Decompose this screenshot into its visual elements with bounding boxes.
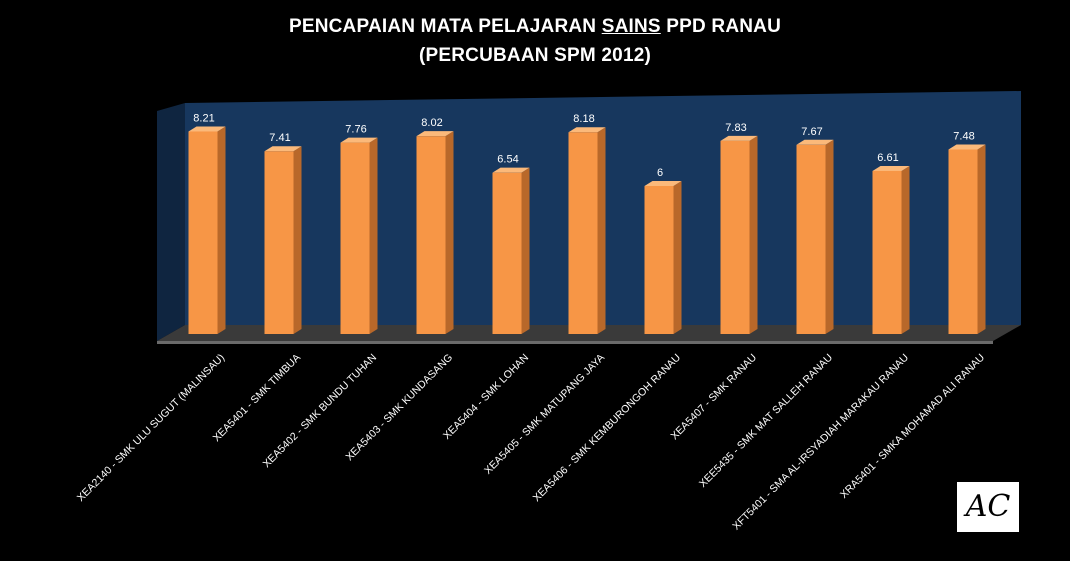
bar-top [948, 144, 986, 150]
bar [492, 167, 530, 334]
value-label: 7.83 [725, 122, 746, 134]
bar-front [492, 172, 522, 334]
floor-edge [157, 341, 993, 344]
bar-side [597, 127, 606, 334]
chart-bars [188, 126, 986, 334]
side-wall [157, 103, 185, 341]
bar [720, 135, 758, 334]
category-label: XRA5401 - SMKA MOHAMAD ALI RANAU [838, 352, 987, 501]
category-label: XEA5404 - SMK LOHAN [441, 352, 531, 442]
bar-front [416, 136, 446, 334]
bar-front [264, 151, 294, 334]
bar [644, 181, 682, 334]
title-part-after: PPD RANAU [660, 16, 782, 37]
bar [264, 146, 302, 334]
value-label: 7.67 [801, 126, 822, 138]
title-part-subject: SAINS [601, 16, 661, 37]
category-label: XEA5407 - SMK RANAU [669, 352, 760, 443]
chart-category-labels: XEA2140 - SMK ULU SUGUT (MALINSAU)XEA540… [75, 352, 987, 533]
chart-title-line1: PENCAPAIAN MATA PELAJARAN SAINS PPD RANA… [0, 16, 1070, 38]
bar-side [217, 126, 226, 334]
category-label: XEA5406 - SMK KEMBURONGOH RANAU [531, 352, 683, 504]
category-label: XEE5435 - SMK MAT SALLEH RANAU [697, 352, 835, 490]
value-label: 8.21 [193, 112, 214, 124]
bar-front [720, 140, 750, 334]
chart-title-line2: (PERCUBAAN SPM 2012) [418, 45, 652, 66]
bar [568, 127, 606, 334]
bar-front [568, 132, 598, 334]
value-label: 7.41 [269, 132, 290, 144]
bar-top [416, 131, 454, 137]
bar [340, 137, 378, 334]
value-label: 8.02 [421, 117, 442, 129]
ac-logo: AC [957, 482, 1019, 532]
bar-front [340, 142, 370, 334]
bar-side [977, 144, 986, 334]
bar [796, 139, 834, 334]
value-label: 7.76 [345, 124, 366, 136]
bar-top [720, 135, 758, 141]
category-label: XFT5401 - SMA AL-IRSYADIAH MARAKAU RANAU [730, 352, 911, 533]
bar-front [796, 144, 826, 334]
bar-front [948, 149, 978, 334]
bar-front [872, 170, 902, 334]
bar-top [188, 126, 226, 132]
chart-value-labels: 8.21 7.41 7.76 8.02 6.54 8.18 6 7.83 7.67 6.61 7.4… [193, 112, 974, 179]
bar [416, 131, 454, 334]
bar-side [673, 181, 682, 334]
bar-top [872, 165, 910, 171]
category-label: XEA2140 - SMK ULU SUGUT (MALINSAU) [75, 352, 227, 504]
title-part-before: PENCAPAIAN MATA PELAJARAN [288, 16, 602, 37]
bar [188, 126, 226, 334]
category-label: XEA5405 - SMK MATUPANG JAYA [482, 352, 607, 477]
bar-side [521, 167, 530, 334]
value-label: 6 [657, 167, 663, 179]
value-label: 8.18 [573, 113, 594, 125]
bar-top [644, 181, 682, 186]
bar-side [293, 146, 302, 334]
bar-top [796, 139, 834, 145]
bar [872, 165, 910, 334]
value-label: 7.48 [953, 130, 974, 142]
bar-top [492, 167, 530, 173]
category-label: XEA5401 - SMK TIMBUA [211, 352, 304, 445]
bar-front [188, 131, 218, 334]
bar-side [445, 131, 454, 334]
bar-side [825, 139, 834, 334]
bar-top [264, 146, 302, 152]
value-label: 6.54 [497, 154, 518, 166]
bar-side [901, 165, 910, 334]
value-label: 6.61 [877, 152, 898, 164]
bar [948, 144, 986, 334]
bar-front [644, 186, 674, 334]
bar-top [340, 137, 378, 143]
bar-top [568, 127, 606, 133]
bar-side [369, 137, 378, 334]
bar-side [749, 135, 758, 334]
